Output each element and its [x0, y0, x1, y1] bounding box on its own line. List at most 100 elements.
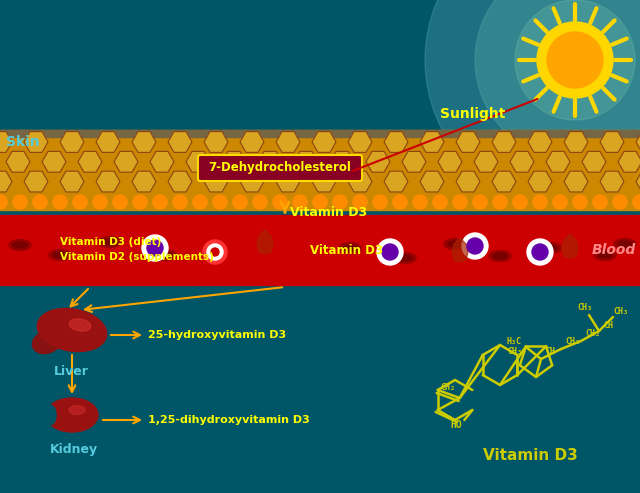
Text: CH₂: CH₂ [585, 328, 600, 338]
Ellipse shape [46, 398, 98, 432]
Circle shape [313, 195, 327, 209]
Circle shape [33, 195, 47, 209]
Circle shape [211, 248, 219, 256]
Text: 1,25-dihydroxyvitamin D3: 1,25-dihydroxyvitamin D3 [148, 415, 310, 425]
Circle shape [293, 195, 307, 209]
Ellipse shape [343, 245, 357, 251]
Ellipse shape [154, 249, 176, 260]
Circle shape [493, 195, 507, 209]
Bar [0, 215, 640, 285]
Circle shape [573, 195, 587, 209]
Text: Sunlight: Sunlight [440, 107, 506, 121]
Text: Vitamin D3: Vitamin D3 [290, 206, 367, 219]
Ellipse shape [37, 309, 107, 352]
Circle shape [633, 195, 640, 209]
Circle shape [382, 244, 398, 260]
Ellipse shape [69, 319, 91, 331]
Circle shape [53, 195, 67, 209]
Polygon shape [452, 238, 468, 262]
Circle shape [537, 22, 613, 98]
Circle shape [73, 195, 87, 209]
Circle shape [593, 195, 607, 209]
Circle shape [233, 195, 247, 209]
Text: CH₂: CH₂ [565, 337, 580, 346]
Circle shape [333, 195, 347, 209]
Ellipse shape [339, 243, 361, 253]
Text: CH: CH [545, 347, 555, 355]
Text: HO: HO [451, 420, 462, 430]
Circle shape [113, 195, 127, 209]
Circle shape [527, 239, 553, 265]
Bar [0, 130, 640, 137]
Circle shape [515, 0, 635, 120]
Circle shape [213, 195, 227, 209]
Text: CH₃: CH₃ [508, 348, 523, 356]
Circle shape [393, 195, 407, 209]
Ellipse shape [398, 255, 412, 261]
Circle shape [467, 238, 483, 254]
Circle shape [377, 239, 403, 265]
Circle shape [142, 235, 168, 261]
Text: Liver: Liver [54, 365, 89, 378]
Circle shape [533, 195, 547, 209]
Ellipse shape [13, 242, 27, 248]
Circle shape [553, 195, 567, 209]
Text: CH: CH [603, 320, 613, 329]
Ellipse shape [448, 241, 462, 247]
Ellipse shape [444, 239, 466, 249]
Circle shape [0, 195, 7, 209]
Circle shape [133, 195, 147, 209]
Ellipse shape [49, 249, 71, 260]
Text: CH₃: CH₃ [577, 303, 593, 312]
Circle shape [173, 195, 187, 209]
Circle shape [425, 0, 640, 210]
Bar [0, 130, 640, 210]
Circle shape [532, 244, 548, 260]
Text: CH₃: CH₃ [614, 307, 628, 316]
Circle shape [93, 195, 107, 209]
Ellipse shape [539, 243, 561, 253]
Ellipse shape [99, 237, 121, 247]
Text: Skin: Skin [6, 135, 40, 149]
Text: Blood: Blood [592, 243, 636, 257]
Ellipse shape [614, 239, 636, 249]
Circle shape [193, 195, 207, 209]
Circle shape [147, 240, 163, 256]
Circle shape [207, 244, 223, 260]
Circle shape [253, 195, 267, 209]
Ellipse shape [489, 250, 511, 261]
Ellipse shape [394, 252, 416, 263]
Text: 25-hydroxyvitamin D3: 25-hydroxyvitamin D3 [148, 330, 286, 340]
FancyBboxPatch shape [198, 155, 362, 181]
Circle shape [462, 233, 488, 259]
Text: 7-Dehydrocholesterol: 7-Dehydrocholesterol [209, 162, 351, 175]
Ellipse shape [158, 252, 172, 258]
Text: CH₂: CH₂ [440, 384, 455, 392]
Circle shape [13, 195, 27, 209]
Circle shape [153, 195, 167, 209]
Ellipse shape [598, 252, 612, 258]
Ellipse shape [9, 240, 31, 250]
Text: Vitamin D2 (supplements): Vitamin D2 (supplements) [60, 252, 214, 262]
Ellipse shape [618, 241, 632, 247]
Circle shape [273, 195, 287, 209]
Text: H₃C: H₃C [506, 338, 522, 347]
Circle shape [473, 195, 487, 209]
Circle shape [413, 195, 427, 209]
Circle shape [547, 32, 603, 88]
Text: Vitamin D3 (diet): Vitamin D3 (diet) [60, 237, 161, 247]
Polygon shape [562, 234, 578, 258]
Circle shape [203, 240, 227, 264]
Ellipse shape [543, 245, 557, 251]
Circle shape [373, 195, 387, 209]
Ellipse shape [493, 253, 507, 259]
Circle shape [353, 195, 367, 209]
Text: Kidney: Kidney [50, 443, 98, 456]
Ellipse shape [69, 406, 85, 415]
Ellipse shape [53, 252, 67, 258]
Polygon shape [257, 230, 273, 254]
Ellipse shape [594, 249, 616, 260]
Ellipse shape [103, 239, 117, 245]
Text: Vitamin D3: Vitamin D3 [483, 448, 577, 462]
Circle shape [613, 195, 627, 209]
